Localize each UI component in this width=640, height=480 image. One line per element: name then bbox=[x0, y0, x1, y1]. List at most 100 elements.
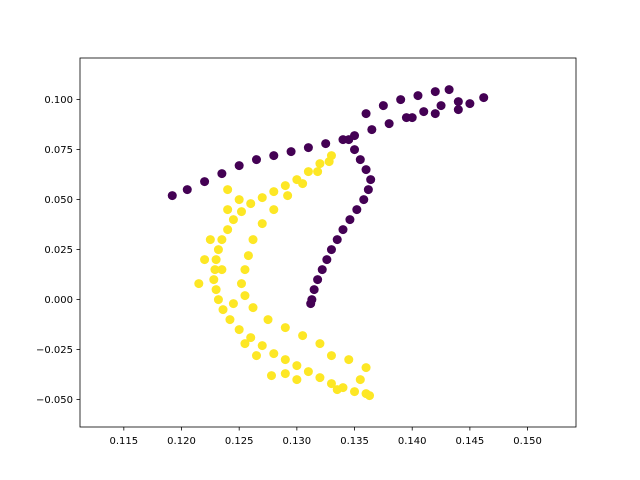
scatter-points bbox=[167, 85, 489, 401]
scatter-point bbox=[217, 265, 227, 275]
scatter-point bbox=[280, 369, 290, 379]
scatter-point bbox=[251, 155, 261, 165]
scatter-point bbox=[205, 235, 215, 245]
scatter-point bbox=[313, 167, 323, 177]
scatter-point bbox=[248, 235, 258, 245]
x-tick-label: 0.115 bbox=[110, 436, 139, 447]
scatter-point bbox=[453, 97, 463, 107]
scatter-point bbox=[243, 251, 253, 261]
scatter-point bbox=[280, 181, 290, 191]
scatter-point bbox=[223, 225, 233, 235]
scatter-point bbox=[453, 105, 463, 115]
scatter-point bbox=[315, 159, 325, 169]
scatter-point bbox=[228, 299, 238, 309]
scatter-point bbox=[315, 339, 325, 349]
scatter-point bbox=[213, 245, 223, 255]
scatter-point bbox=[257, 193, 267, 203]
scatter-point bbox=[246, 199, 256, 209]
scatter-point bbox=[361, 109, 371, 119]
scatter-point bbox=[361, 363, 371, 373]
scatter-point bbox=[326, 245, 336, 255]
scatter-point bbox=[292, 375, 302, 385]
scatter-point bbox=[332, 235, 342, 245]
x-tick-label: 0.130 bbox=[283, 436, 312, 447]
scatter-point bbox=[251, 351, 261, 361]
scatter-point bbox=[269, 205, 279, 215]
scatter-point bbox=[194, 279, 204, 289]
scatter-point bbox=[223, 205, 233, 215]
scatter-point bbox=[344, 355, 354, 365]
scatter-point bbox=[313, 275, 323, 285]
scatter-point bbox=[359, 195, 369, 205]
scatter-point bbox=[234, 161, 244, 171]
scatter-point bbox=[444, 85, 454, 95]
y-tick-label: 0.025 bbox=[44, 245, 73, 256]
scatter-point bbox=[350, 387, 360, 397]
scatter-point bbox=[366, 175, 376, 185]
y-tick-label: −0.050 bbox=[36, 395, 73, 406]
scatter-point bbox=[210, 265, 220, 275]
scatter-point bbox=[479, 93, 489, 103]
scatter-point bbox=[413, 91, 423, 101]
x-tick-label: 0.145 bbox=[456, 436, 485, 447]
scatter-point bbox=[211, 285, 221, 295]
y-tick-label: 0.050 bbox=[44, 195, 73, 206]
scatter-point bbox=[257, 341, 267, 351]
scatter-point bbox=[338, 225, 348, 235]
scatter-point bbox=[200, 255, 210, 265]
scatter-point bbox=[396, 95, 406, 105]
scatter-point bbox=[344, 135, 354, 145]
scatter-point bbox=[430, 109, 440, 119]
scatter-point bbox=[240, 291, 250, 301]
scatter-point bbox=[365, 391, 375, 401]
scatter-point bbox=[322, 255, 332, 265]
scatter-point bbox=[213, 295, 223, 305]
scatter-point bbox=[257, 219, 267, 229]
scatter-point bbox=[407, 113, 417, 123]
plot-frame bbox=[79, 57, 577, 428]
scatter-point bbox=[228, 215, 238, 225]
scatter-point bbox=[309, 285, 319, 295]
scatter-point bbox=[269, 187, 279, 197]
scatter-point bbox=[283, 191, 293, 201]
scatter-point bbox=[326, 379, 336, 389]
y-tick-label: 0.000 bbox=[44, 295, 73, 306]
series-1 bbox=[167, 85, 489, 309]
scatter-point bbox=[355, 375, 365, 385]
scatter-point bbox=[361, 165, 371, 175]
x-axis: 0.115 0.120 0.125 0.130 0.135 0.140 0.145 0.150 bbox=[110, 427, 542, 447]
scatter-point bbox=[378, 101, 388, 111]
scatter-point bbox=[292, 361, 302, 371]
x-tick-label: 0.140 bbox=[398, 436, 427, 447]
scatter-point bbox=[236, 279, 246, 289]
scatter-point bbox=[303, 167, 313, 177]
scatter-point bbox=[246, 333, 256, 343]
scatter-point bbox=[200, 177, 210, 187]
x-tick-label: 0.135 bbox=[340, 436, 369, 447]
scatter-point bbox=[286, 147, 296, 157]
scatter-point bbox=[218, 305, 228, 315]
scatter-point bbox=[298, 331, 308, 341]
scatter-point bbox=[240, 339, 250, 349]
y-axis: −0.050 −0.025 0.000 0.025 0.050 0.075 0.100 bbox=[36, 95, 80, 406]
series-2 bbox=[194, 151, 375, 401]
scatter-point bbox=[236, 207, 246, 217]
scatter-point bbox=[217, 169, 227, 179]
scatter-point bbox=[217, 235, 227, 245]
scatter-point bbox=[367, 125, 377, 135]
scatter-point bbox=[266, 371, 276, 381]
x-tick-label: 0.120 bbox=[167, 436, 196, 447]
y-tick-label: −0.025 bbox=[36, 345, 73, 356]
scatter-point bbox=[280, 323, 290, 333]
x-tick-label: 0.150 bbox=[513, 436, 542, 447]
scatter-point bbox=[269, 151, 279, 161]
scatter-point bbox=[355, 155, 365, 165]
scatter-point bbox=[280, 355, 290, 365]
scatter-point bbox=[315, 373, 325, 383]
scatter-point bbox=[223, 185, 233, 195]
scatter-point bbox=[324, 157, 334, 167]
scatter-point bbox=[209, 275, 219, 285]
x-tick-label: 0.125 bbox=[225, 436, 254, 447]
scatter-point bbox=[234, 325, 244, 335]
